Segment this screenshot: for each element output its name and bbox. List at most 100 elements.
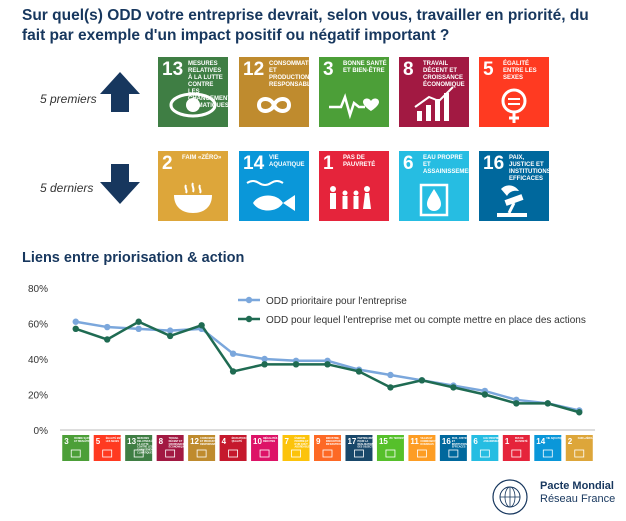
legend-label-1: ODD prioritaire pour l'entreprise (266, 296, 407, 307)
odd-title: ÉGALITÉ ENTRE LES SEXES (503, 61, 537, 81)
category-tile-title: BONNE SANTÉ ET BIEN-ÊTRE (74, 437, 92, 443)
logo-text: Pacte Mondial Réseau France (540, 480, 615, 506)
y-tick-label: 0% (34, 426, 49, 437)
odd-title: FAIM «ZÉRO» (182, 155, 222, 161)
arrow-up-icon (100, 72, 140, 112)
category-tile-icon (385, 449, 396, 458)
odd-title: TRAVAIL DÉCENT ET CROISSANCE ÉCONOMIQUE (423, 61, 465, 88)
series-2-point (261, 361, 268, 368)
series-2-point (72, 325, 79, 333)
category-tile-icon (448, 449, 459, 458)
category-tile-number: 10 (253, 437, 262, 446)
category-tile-title: ÉDUCATION DE QUALITÉ (232, 437, 250, 443)
odd-title: PAIX, JUSTICE ET INSTITUTIONS EFFICACES (509, 155, 549, 182)
bottom-tile-odd-16: 16 PAIX, JUSTICE ET INSTITUTIONS EFFICACE… (479, 151, 549, 221)
odd-number: 16 (483, 153, 505, 174)
odd-number: 6 (403, 153, 414, 174)
series-2-point (324, 361, 331, 368)
series-2-point (576, 409, 583, 416)
gender-equality-icon (501, 88, 527, 123)
heartbeat-icon (329, 93, 379, 120)
category-tile-number: 9 (316, 437, 321, 446)
un-global-compact-logo (492, 479, 528, 515)
category-tile-number: 1 (505, 437, 510, 446)
logo-line2: Réseau France (540, 493, 616, 505)
category-tile-icon (417, 449, 427, 458)
category-tile-number: 15 (379, 437, 388, 446)
logo-line1: Pacte Mondial (540, 480, 614, 492)
odd-title: VIE AQUATIQUE (269, 155, 305, 168)
odd-title: CONSOMMATION ET PRODUCTION RESPONSABLES (269, 61, 309, 88)
category-tile-title: PAS DE PAUVRETÉ (515, 437, 528, 443)
category-tile-icon (165, 449, 176, 458)
category-tile-number: 12 (190, 437, 199, 446)
infinity-icon (256, 97, 292, 113)
category-tile-icon (511, 449, 522, 458)
odd-number: 14 (243, 153, 265, 174)
category-tile-number: 17 (347, 437, 356, 446)
odd-number: 3 (323, 59, 334, 80)
series-2-point (104, 336, 111, 343)
category-tile-number: 8 (159, 437, 164, 446)
category-tile-title: PAIX, JUSTICE ET INSTITUTIONS EFFICACES (452, 437, 469, 449)
odd-title: MESURES RELATIVES À LA LUTTE CONTRE LES … (188, 61, 228, 109)
top-tile-odd-3: 3 BONNE SANTÉ ET BIEN-ÊTRE (319, 57, 389, 127)
growth-chart-icon (414, 86, 454, 121)
y-tick-label: 60% (28, 320, 48, 331)
category-tile-number: 13 (127, 437, 136, 446)
category-tile-title: ÉNERGIE PROPRE ET D'UN COÛT ABORDABLE (295, 437, 311, 449)
category-tile-number: 16 (442, 437, 451, 446)
category-tile-number: 7 (285, 437, 290, 446)
category-tile-number: 14 (536, 437, 545, 446)
category-tile-title: CONSOMMATION ET PRODUCTION RESPONSABLES (200, 437, 220, 446)
category-tile-title: VIE AQUATIQUE (546, 437, 565, 440)
y-tick-label: 20% (28, 391, 48, 402)
series-2-point (198, 322, 205, 329)
category-tile-icon (102, 449, 113, 458)
top-tile-odd-13: 13 MESURES RELATIVES À LA LUTTE CONTRE LE… (158, 57, 228, 127)
category-tile-icon (196, 449, 207, 458)
odd-number: 8 (403, 59, 414, 80)
category-tile-icon (70, 449, 81, 458)
series-2-point (355, 368, 363, 375)
category-tile-number: 11 (410, 437, 419, 446)
bottom-tile-odd-14: 14 VIE AQUATIQUE (239, 151, 309, 221)
category-tile-title: PARTENARIATS POUR LA RÉALISATION DES OBJECT… (357, 437, 376, 449)
odd-number: 13 (162, 59, 184, 80)
series-1-point (387, 371, 394, 379)
series-1-point (72, 318, 79, 325)
series-2-point (229, 368, 237, 375)
category-tile-title: VIE TERRESTRE (389, 437, 408, 440)
category-tile-title: EAU PROPRE ET ASSAINISSEMENT (483, 437, 505, 443)
odd-number: 12 (243, 59, 265, 80)
category-tile-icon (133, 449, 144, 458)
category-tile-icon (542, 449, 553, 458)
series-2-point (544, 400, 551, 407)
series-2-point (166, 332, 174, 340)
series-2-point (481, 391, 489, 398)
series-1-point (261, 355, 268, 363)
odd-number: 2 (162, 153, 173, 174)
series-1-point (135, 325, 142, 333)
y-tick-label: 40% (28, 355, 48, 366)
odd-title: BONNE SANTÉ ET BIEN-ÊTRE (343, 61, 387, 74)
top-five-label: 5 premiers (40, 92, 97, 106)
category-tile-title: MESURES RELATIVES À LA LUTTE CONTRE LES CHAN… (137, 437, 156, 455)
category-tile-icon (291, 449, 301, 458)
legend-marker-2 (245, 315, 253, 323)
category-tile-icon (259, 449, 270, 458)
category-tile-icon (574, 449, 585, 458)
bottom-tile-odd-2: 2 FAIM «ZÉRO» (158, 151, 228, 221)
category-tile-title: INÉGALITÉS RÉDUITES (263, 437, 278, 443)
series-2-point (387, 384, 394, 391)
bowl-icon (174, 182, 212, 213)
category-tile-number: 5 (96, 437, 101, 446)
category-tile-icon (322, 449, 333, 458)
top-tile-odd-8: 8 TRAVAIL DÉCENT ET CROISSANCE ÉCONOMIQUE (399, 57, 469, 127)
bottom-tile-odd-1: 1 PAS DE PAUVRETÉ (319, 151, 389, 221)
category-tile-icon (228, 449, 238, 458)
eye-globe-icon (169, 92, 217, 118)
series-2-point (418, 377, 426, 384)
category-tile-title: TRAVAIL DÉCENT ET CROISSANCE ÉCONOMIQUE (169, 437, 186, 449)
